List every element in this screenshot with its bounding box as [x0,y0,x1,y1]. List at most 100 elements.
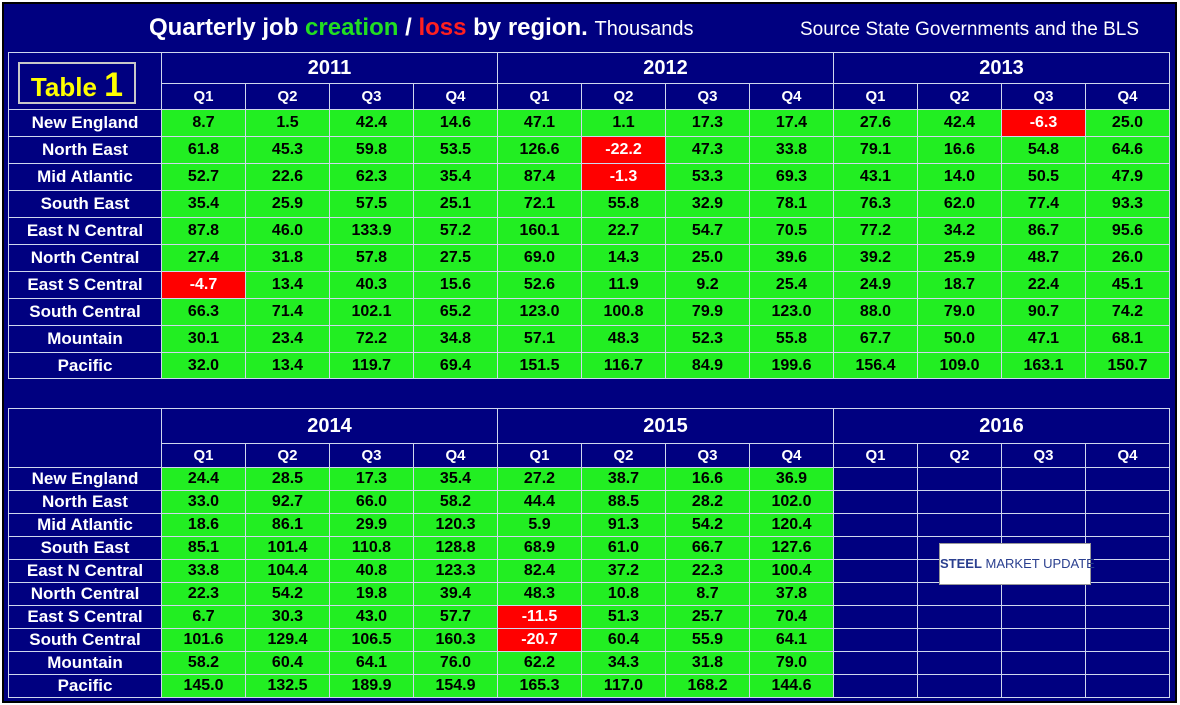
region-label: Mid Atlantic [8,163,162,191]
value-cell: 102.0 [749,490,834,514]
value-cell: 42.4 [329,109,414,137]
value-cell: 46.0 [245,217,330,245]
empty-cell [1085,605,1170,629]
year-header: 2014 [161,408,498,444]
value-cell: 84.9 [665,352,750,379]
year-header: 2012 [497,52,834,84]
value-cell: 17.3 [329,467,414,491]
empty-cell [917,605,1002,629]
value-cell: 78.1 [749,190,834,218]
value-cell: 53.5 [413,136,498,164]
empty-cell [1001,628,1086,652]
empty-cell [833,513,918,537]
table-row: Mid Atlantic 18.6 86.1 29.9 120.3 5.9 91.3 54.2… [8,513,1170,537]
value-cell: 127.6 [749,536,834,560]
region-label: Pacific [8,352,162,379]
value-cell: 35.4 [161,190,246,218]
value-cell: 1.5 [245,109,330,137]
value-cell: 54.2 [245,582,330,606]
table-row: North Central 27.4 31.8 57.8 27.5 69.0 14.3 25.… [8,244,1170,272]
table-row: East N Central 87.8 46.0 133.9 57.2 160.1 22.7… [8,217,1170,245]
title-units: Thousands [594,18,694,40]
quarter-header: Q4 [749,83,834,110]
region-label: Mountain [8,325,162,353]
logo-steel: STEEL [940,556,982,571]
value-cell: 54.2 [665,513,750,537]
value-cell: 13.4 [245,352,330,379]
empty-cell [1085,674,1170,698]
empty-cell [833,628,918,652]
value-cell: 33.8 [749,136,834,164]
value-cell: 54.8 [1001,136,1086,164]
value-cell: 64.1 [749,628,834,652]
region-label: New England [8,109,162,137]
value-cell: 129.4 [245,628,330,652]
value-cell: 45.3 [245,136,330,164]
region-label: North East [8,136,162,164]
value-cell: 69.4 [413,352,498,379]
empty-cell [1001,651,1086,675]
value-cell: 106.5 [329,628,414,652]
empty-cell [1085,490,1170,514]
value-cell: 57.1 [497,325,582,353]
region-label: East S Central [8,271,162,299]
job-table-2014-2016: 2014 2015 2016 Q1 Q2 Q3 Q4 Q1 Q2 Q3 Q4 Q1 Q2 Q3 Q4 New … [8,408,1170,698]
table-row: South Central 66.3 71.4 102.1 65.2 123.0 100.8… [8,298,1170,326]
value-cell: 128.8 [413,536,498,560]
value-cell: 50.5 [1001,163,1086,191]
value-cell: 92.7 [245,490,330,514]
value-cell: 61.0 [581,536,666,560]
value-cell: 133.9 [329,217,414,245]
value-cell: 82.4 [497,559,582,583]
value-cell: 52.6 [497,271,582,299]
quarter-header: Q2 [917,83,1002,110]
value-cell: 34.8 [413,325,498,353]
region-label: East N Central [8,559,162,583]
value-cell: 39.6 [749,244,834,272]
value-cell: 76.3 [833,190,918,218]
empty-cell [917,628,1002,652]
value-cell: 17.4 [749,109,834,137]
value-cell: 14.0 [917,163,1002,191]
table-row: Mid Atlantic 52.7 22.6 62.3 35.4 87.4 -1.3 53.3… [8,163,1170,191]
steel-market-update-logo: STEEL MARKET UPDATE [939,543,1095,585]
quarter-header: Q4 [413,443,498,468]
value-cell: -6.3 [1001,109,1086,137]
value-cell: 165.3 [497,674,582,698]
table-row: Mountain 30.1 23.4 72.2 34.8 57.1 48.3 52.3 55.8… [8,325,1170,353]
table-label-number: 1 [104,66,124,104]
value-cell: 55.8 [581,190,666,218]
quarter-header: Q1 [833,83,918,110]
value-cell: 47.3 [665,136,750,164]
value-cell: 32.9 [665,190,750,218]
value-cell: 57.8 [329,244,414,272]
table-row: Pacific 145.0 132.5 189.9 154.9 165.3 117.0 168… [8,674,1170,698]
value-cell: 15.6 [413,271,498,299]
region-label: South East [8,536,162,560]
value-cell: 1.1 [581,109,666,137]
value-cell: 36.9 [749,467,834,491]
empty-cell [1085,559,1170,583]
value-cell: 160.1 [497,217,582,245]
value-cell: 31.8 [245,244,330,272]
value-cell: -4.7 [161,271,246,299]
value-cell: 66.7 [665,536,750,560]
value-cell: 150.7 [1085,352,1170,379]
value-cell: 91.3 [581,513,666,537]
table-label-word: Table [30,72,97,102]
empty-cell [1001,490,1086,514]
value-cell: 26.0 [1085,244,1170,272]
value-cell: 32.0 [161,352,246,379]
source-note: Source State Governments and the BLS [800,19,1140,40]
value-cell: 61.8 [161,136,246,164]
value-cell: 123.0 [749,298,834,326]
quarter-header: Q2 [245,83,330,110]
value-cell: 199.6 [749,352,834,379]
value-cell: 93.3 [1085,190,1170,218]
empty-cell [917,467,1002,491]
title-loss: loss [418,14,467,41]
empty-cell [1085,513,1170,537]
job-table-2011-2013: 2011 2012 2013 Q1 Q2 Q3 Q4 Q1 Q2 Q3 Q4 Q1 Q2 Q3 Q4 New … [8,52,1170,379]
table-label: Table 1 [18,62,136,104]
table-row: Pacific 32.0 13.4 119.7 69.4 151.5 116.7 84.9 19… [8,352,1170,379]
